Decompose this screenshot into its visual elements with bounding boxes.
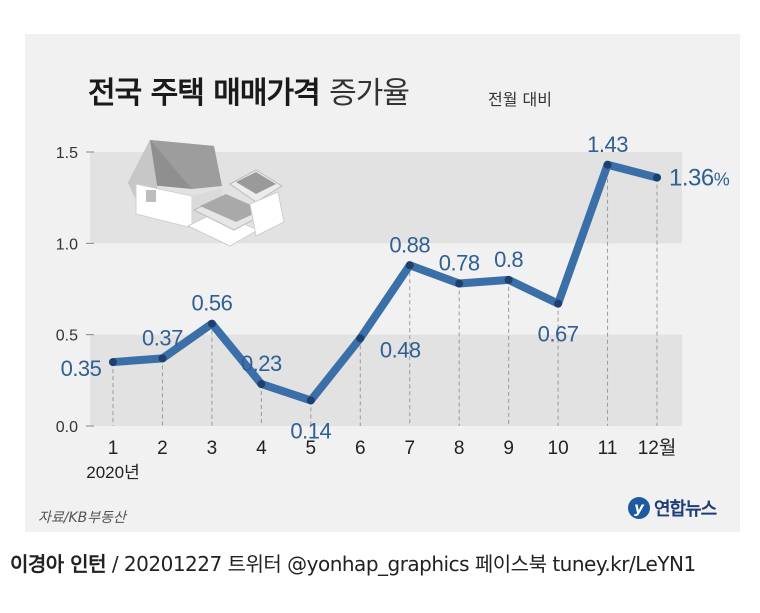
data-labels: 0.35 0.37 0.56 0.23 0.14 0.48 0.88 0.78 0.8 0.67 1…: [61, 132, 731, 444]
data-label: 0.37: [142, 325, 183, 350]
data-label: 0.48: [380, 337, 421, 362]
x-tick-label: 9: [503, 438, 514, 459]
data-point: [653, 173, 661, 182]
data-point: [504, 275, 513, 284]
source-credit: 자료/KB부동산: [38, 510, 126, 526]
x-tick-label: 7: [404, 438, 415, 459]
data-points: [109, 160, 661, 405]
data-point: [306, 396, 315, 405]
data-label-unit: %: [714, 170, 730, 190]
title-main: 전국 주택 매매가격: [88, 76, 321, 111]
data-label: 0.8: [494, 247, 523, 272]
data-label: 1.43: [587, 132, 628, 157]
y-tick-label: 0.5: [56, 328, 78, 345]
yonhap-logo: y 연합뉴스: [628, 494, 717, 522]
data-point: [257, 379, 266, 388]
y-tick-label: 1.0: [56, 236, 78, 253]
logo-name: 연합뉴스: [654, 499, 717, 520]
x-tick-label: 3: [207, 438, 218, 459]
x-tick-label: 4: [256, 438, 267, 459]
x-tick-label: 2: [157, 438, 168, 459]
series-line: [109, 160, 661, 405]
data-point: [405, 261, 414, 270]
x-tick-label: 12월: [638, 437, 677, 459]
x-tick-label: 6: [355, 438, 366, 459]
footer-author: 이경아 인턴: [10, 552, 106, 576]
data-point: [158, 354, 167, 363]
grid-band: [90, 334, 682, 426]
data-label: 1.36%: [669, 165, 730, 192]
x-tick-label: 8: [454, 438, 465, 459]
y-axis-ticks: 0.0 0.5 1.0 1.5: [56, 145, 94, 436]
data-point: [109, 358, 117, 367]
data-point: [356, 334, 365, 343]
y-tick-label: 1.5: [56, 145, 78, 162]
x-axis-year-label: 2020년: [86, 463, 139, 482]
x-tick-label: 1: [108, 438, 119, 459]
data-label: 0.14: [290, 418, 331, 443]
data-point: [554, 299, 563, 308]
data-label: 0.78: [439, 251, 480, 276]
data-label: 0.35: [61, 356, 102, 381]
y-tick-label: 0.0: [56, 419, 78, 436]
x-tick-label: 10: [548, 438, 569, 459]
footer-details: / 20201227 트위터 @yonhap_graphics 페이스북 tun…: [111, 552, 696, 576]
x-tick-label: 11: [598, 438, 618, 459]
house-illustration-icon: [128, 140, 285, 247]
title-rest: 증가율: [329, 76, 410, 111]
chart-subtitle: 전월 대비: [488, 90, 552, 109]
data-label: 0.56: [191, 291, 232, 316]
x-axis-labels: 1 2 3 4 5 6 7 8 9 10 11 12월: [108, 437, 677, 459]
x-tick-label: 5: [306, 438, 317, 459]
data-point: [455, 279, 464, 288]
vertical-guides: [112, 164, 658, 426]
data-point: [603, 160, 612, 169]
chart-title: 전국 주택 매매가격 증가율: [88, 68, 410, 112]
data-label: 0.67: [538, 322, 579, 347]
data-label: 0.88: [389, 232, 430, 257]
footer-credit: 이경아 인턴 / 20201227 트위터 @yonhap_graphics 페…: [10, 548, 696, 577]
logo-mark-icon: y: [628, 497, 650, 519]
chart-panel: [25, 34, 740, 532]
data-label: 0.23: [241, 351, 282, 376]
data-point: [207, 319, 216, 328]
